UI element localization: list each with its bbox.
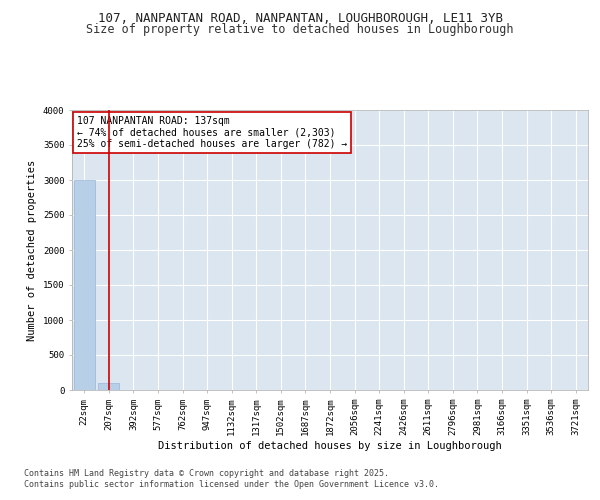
Text: Size of property relative to detached houses in Loughborough: Size of property relative to detached ho… bbox=[86, 22, 514, 36]
Text: Contains public sector information licensed under the Open Government Licence v3: Contains public sector information licen… bbox=[24, 480, 439, 489]
Y-axis label: Number of detached properties: Number of detached properties bbox=[28, 160, 37, 340]
Bar bbox=[74, 180, 95, 390]
X-axis label: Distribution of detached houses by size in Loughborough: Distribution of detached houses by size … bbox=[158, 441, 502, 451]
Text: 107 NANPANTAN ROAD: 137sqm
← 74% of detached houses are smaller (2,303)
25% of s: 107 NANPANTAN ROAD: 137sqm ← 74% of deta… bbox=[77, 116, 347, 149]
Bar bbox=[98, 383, 119, 390]
Text: Contains HM Land Registry data © Crown copyright and database right 2025.: Contains HM Land Registry data © Crown c… bbox=[24, 468, 389, 477]
Text: 107, NANPANTAN ROAD, NANPANTAN, LOUGHBOROUGH, LE11 3YB: 107, NANPANTAN ROAD, NANPANTAN, LOUGHBOR… bbox=[97, 12, 503, 26]
